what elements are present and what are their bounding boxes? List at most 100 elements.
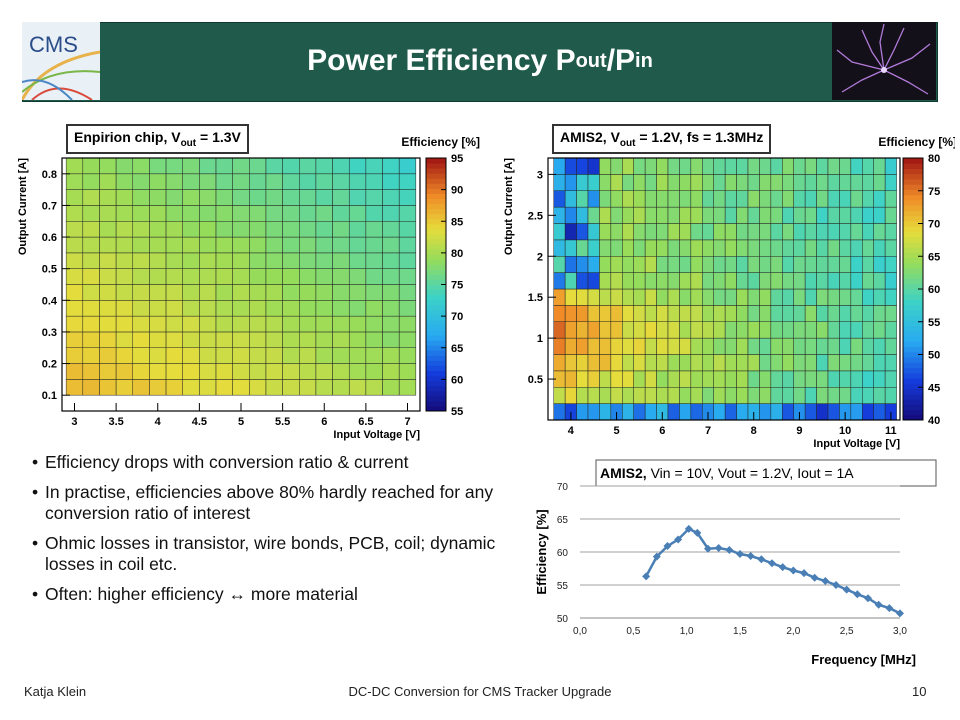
heatmap-cell [199,236,217,254]
heatmap-cell [249,252,267,269]
colorbar-segment [426,319,446,326]
heatmap-cell [564,223,577,241]
heatmap-cell [182,300,200,317]
heatmap-cell [82,205,100,222]
heatmap-cell [873,157,886,175]
heatmap-cell [690,239,703,257]
heatmap-cell [149,205,167,222]
heatmap-cell [782,321,794,339]
heatmap-cell [793,288,806,306]
heatmap-cell [265,284,283,301]
heatmap-cell [782,288,794,306]
colorbar-segment [426,299,446,306]
heatmap-cell [702,337,714,355]
heatmap-cell [115,189,134,206]
heatmap-cell [724,337,737,355]
heatmap-cell [679,256,692,273]
data-point [652,552,661,561]
heatmap-cell [656,174,669,191]
heatmap-cell [232,205,250,222]
heatmap-cell [644,305,657,322]
heatmap-cell [182,347,200,364]
heatmap-cell [99,236,117,254]
heatmap-cell [348,236,367,254]
colorbar-segment [426,385,446,392]
heatmap-cell [793,354,806,372]
heatmap-cell [690,321,703,339]
heatmap-cell [587,354,600,372]
heatmap-cell [587,403,600,421]
heatmap-cell [747,157,760,175]
heatmap-cell [115,300,134,317]
heatmap-cell [782,337,794,355]
heatmap-cell [622,157,634,175]
heatmap-cell [644,403,657,421]
heatmap-cell [862,239,874,257]
heatmap-cell [827,387,840,404]
heatmap-cell [215,363,233,380]
heatmap-cell [839,206,852,224]
heatmap-cell [65,331,84,348]
heatmap-cell [149,221,167,238]
heatmap-cell [736,337,749,355]
heatmap-cell [679,272,692,290]
heatmap-cell [199,268,217,285]
y-tick-label: 1 [537,333,543,345]
heatmap-cell [215,300,233,317]
heatmap-cell [667,239,680,257]
heatmap-cell [667,190,680,208]
data-point [821,577,830,586]
heatmap-cell [99,284,117,301]
heatmap-cell [398,236,417,254]
heatmap-cell [249,205,267,222]
heatmap-cell [165,379,183,396]
data-point [874,600,883,609]
heatmap-cell [633,305,646,322]
heatmap-cell [690,206,703,224]
heatmap-cell [249,189,267,206]
heatmap-cell [610,223,623,241]
heatmap-cell [679,305,692,322]
heatmap-cell [804,337,817,355]
heatmap-cell [332,173,350,190]
heatmap-cell [782,387,794,404]
heatmap-cell [82,173,100,190]
heatmap-cell [816,190,829,208]
heatmap-cell [232,300,250,317]
heatmap-cell [215,252,233,269]
heatmap-cell [564,354,577,372]
heatmap-cell [382,205,400,222]
heatmap-cell [576,256,589,273]
heatmap-cell [282,173,300,190]
heatmap-cell [382,221,400,238]
heatmap-cell [365,300,383,317]
colorbar-segment [903,409,923,416]
colorbar-segment [903,378,923,384]
heatmap-cell [249,268,267,285]
colorbar-segment [903,231,923,238]
heatmap-cell [282,157,300,175]
heatmap-cell [587,157,600,175]
heatmap-cell [702,288,714,306]
heatmap-cell [282,379,300,396]
heatmap-cell [82,379,100,396]
heatmap-cell [265,300,283,317]
heatmap-cell [793,370,806,388]
heatmap-cell [724,223,737,241]
colorbar-tick-label: 40 [928,415,940,427]
heatmap-cell [315,268,333,285]
heatmap-cell [99,379,117,396]
heatmap-cell [132,173,150,190]
heatmap-cell [282,347,300,364]
heatmap-cell [747,370,760,388]
heatmap-cell [348,252,367,269]
heatmap-cell [610,288,623,306]
heatmap-cell [713,256,726,273]
heatmap-cell [382,315,400,333]
colorbar-segment [426,208,446,215]
heatmap-cell [850,403,863,421]
heatmap-cell [702,387,714,404]
y-tick-label: 2.5 [528,210,543,222]
heatmap-cell [182,173,200,190]
heatmap-cell [165,284,183,301]
